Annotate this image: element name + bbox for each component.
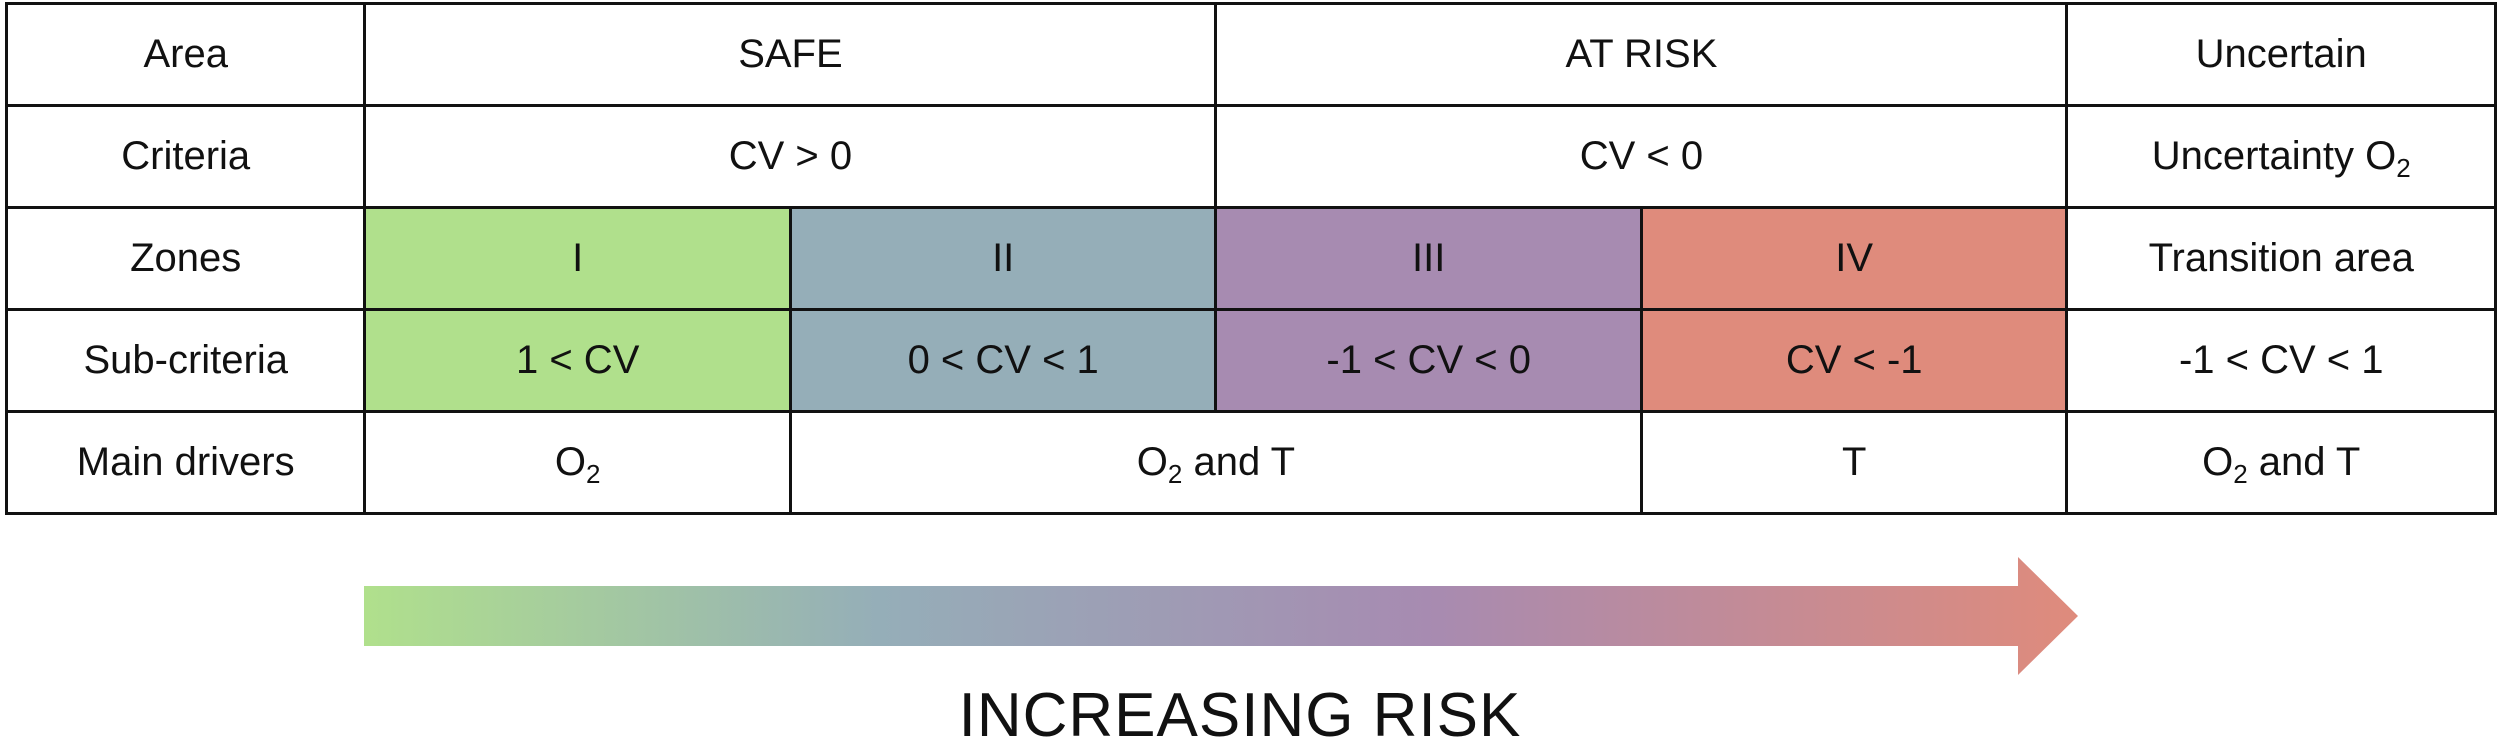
drivers-zone-II-III-tail: and T <box>1182 440 1296 484</box>
area-uncertain-cell: Uncertain <box>2065 2 2497 107</box>
drivers-zone-II-III-subscript: 2 <box>1167 459 1183 489</box>
zone-transition-cell: Transition area <box>2065 206 2497 311</box>
subcriteria-zone-II-cell: 0 < CV < 1 <box>788 308 1218 413</box>
row-label-zones: Zones <box>4 206 367 311</box>
drivers-zone-II-III-cell: O2 and T <box>788 410 1643 515</box>
row-drivers: Main drivers O2 O2 and T T O2 and T <box>4 410 2497 515</box>
drivers-uncertain-cell: O2 and T <box>2065 410 2497 515</box>
row-subcriteria: Sub-criteria 1 < CV 0 < CV < 1 -1 < CV <… <box>4 308 2497 413</box>
arrow-shape <box>364 557 2078 675</box>
gradient-arrow-icon <box>364 557 2078 675</box>
drivers-uncertain-subscript: 2 <box>2233 459 2248 489</box>
subcriteria-uncertain-cell: -1 < CV < 1 <box>2065 308 2497 413</box>
subcriteria-zone-I-cell: 1 < CV <box>363 308 792 413</box>
area-safe-cell: SAFE <box>363 2 1218 107</box>
increasing-risk-arrow <box>362 555 2080 677</box>
row-criteria: Criteria CV > 0 CV < 0 Uncertainty O2 <box>4 104 2497 209</box>
criteria-uncertain-subscript: 2 <box>2396 153 2411 183</box>
row-label-criteria: Criteria <box>4 104 367 209</box>
drivers-zone-I-text: O <box>554 440 586 484</box>
row-zones: Zones I II III IV Transition area <box>4 206 2497 311</box>
increasing-risk-label: INCREASING RISK <box>958 681 1522 750</box>
risk-classification-table: Area SAFE AT RISK Uncertain Criteria CV … <box>4 2 2497 515</box>
criteria-at-risk-cell: CV < 0 <box>1214 104 2069 209</box>
criteria-uncertain-text: Uncertainty O <box>2151 134 2397 178</box>
increasing-risk-label-wrap: INCREASING RISK <box>0 680 2500 751</box>
area-at-risk-cell: AT RISK <box>1214 2 2069 107</box>
drivers-zone-IV-cell: T <box>1639 410 2069 515</box>
row-area: Area SAFE AT RISK Uncertain <box>4 2 2497 107</box>
drivers-zone-II-III-text: O <box>1136 440 1168 484</box>
zone-III-cell: III <box>1214 206 1643 311</box>
row-label-area: Area <box>4 2 367 107</box>
criteria-uncertain-cell: Uncertainty O2 <box>2065 104 2497 209</box>
drivers-zone-I-subscript: 2 <box>586 459 601 489</box>
zone-IV-cell: IV <box>1639 206 2069 311</box>
zone-II-cell: II <box>788 206 1218 311</box>
row-label-subcriteria: Sub-criteria <box>4 308 367 413</box>
drivers-uncertain-tail: and T <box>2247 440 2361 484</box>
drivers-zone-I-cell: O2 <box>363 410 792 515</box>
subcriteria-zone-III-cell: -1 < CV < 0 <box>1214 308 1643 413</box>
drivers-uncertain-text: O <box>2202 440 2234 484</box>
subcriteria-zone-IV-cell: CV < -1 <box>1639 308 2069 413</box>
row-label-drivers: Main drivers <box>4 410 367 515</box>
criteria-safe-cell: CV > 0 <box>363 104 1218 209</box>
zone-I-cell: I <box>363 206 792 311</box>
